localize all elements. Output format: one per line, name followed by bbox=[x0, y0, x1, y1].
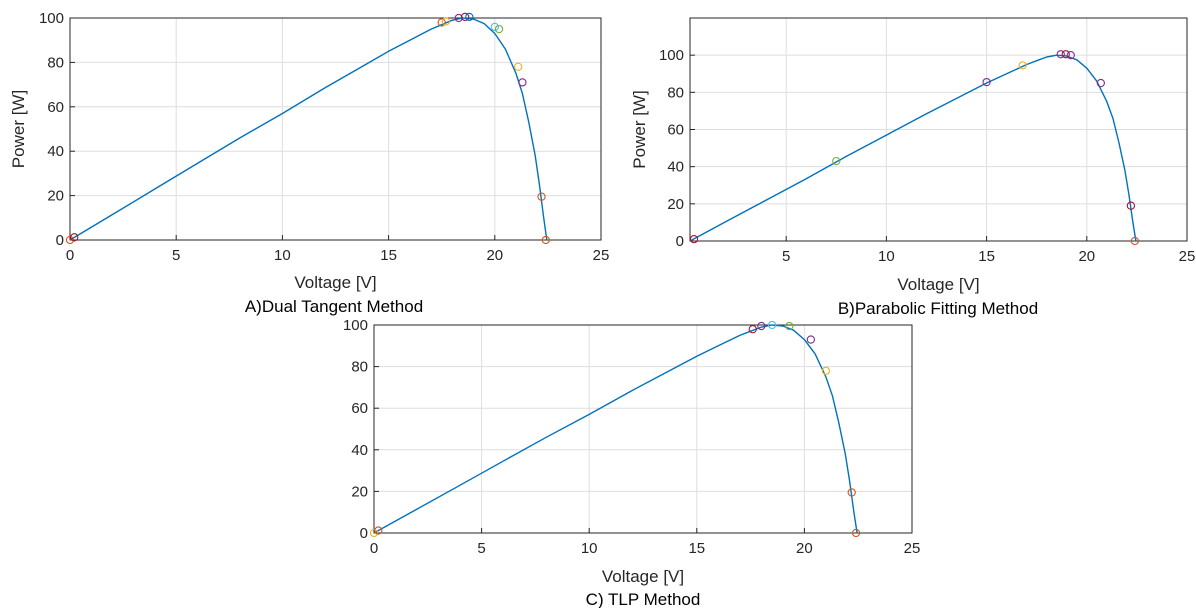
x-tick-label: 25 bbox=[1179, 248, 1196, 265]
data-marker bbox=[851, 528, 861, 538]
y-tick-label: 0 bbox=[676, 233, 684, 250]
panel-caption: A)Dual Tangent Method bbox=[245, 297, 423, 316]
x-tick-label: 5 bbox=[172, 247, 180, 264]
axes-box bbox=[373, 324, 913, 534]
data-marker bbox=[1126, 201, 1136, 210]
data-marker bbox=[490, 22, 499, 32]
x-tick-label: 25 bbox=[593, 247, 610, 264]
plot-area bbox=[70, 18, 601, 240]
data-marker bbox=[689, 234, 699, 244]
x-tick-label: 0 bbox=[66, 247, 74, 264]
data-marker bbox=[494, 24, 504, 34]
x-tick-label: 10 bbox=[274, 247, 291, 264]
y-tick-label: 0 bbox=[360, 525, 368, 542]
data-marker bbox=[821, 366, 831, 375]
y-tick-label: 80 bbox=[47, 54, 64, 71]
data-marker bbox=[460, 12, 470, 22]
data-marker bbox=[537, 192, 546, 201]
y-tick-label: 80 bbox=[351, 359, 368, 376]
data-marker bbox=[514, 62, 523, 71]
panel-caption: C) TLP Method bbox=[586, 590, 701, 608]
x-tick-label: 15 bbox=[978, 248, 995, 265]
x-axis-label: Voltage [V] bbox=[897, 275, 979, 294]
data-marker bbox=[806, 335, 816, 344]
x-tick-label: 0 bbox=[370, 540, 378, 557]
y-tick-label: 80 bbox=[667, 84, 684, 101]
chart-panel-c: 0 5 10 15 20 25 0 20 40 60 80 100 Voltage [V] C) TLP … bbox=[343, 317, 920, 608]
data-marker bbox=[374, 526, 383, 535]
y-tick-label: 100 bbox=[659, 47, 684, 64]
x-tick-label: 15 bbox=[380, 247, 397, 264]
data-marker bbox=[437, 18, 446, 27]
data-marker bbox=[70, 233, 79, 242]
y-axis-label: Power [W] bbox=[630, 90, 649, 168]
data-marker bbox=[65, 235, 75, 245]
data-marker bbox=[1056, 50, 1065, 59]
y-tick-label: 40 bbox=[47, 143, 64, 160]
x-tick-label: 15 bbox=[688, 540, 705, 557]
y-tick-label: 60 bbox=[667, 122, 684, 139]
y-tick-label: 60 bbox=[351, 400, 368, 417]
data-marker bbox=[832, 156, 841, 166]
data-marker bbox=[1061, 50, 1070, 59]
power-curve-line bbox=[373, 324, 858, 534]
y-tick-label: 40 bbox=[667, 159, 684, 176]
y-tick-label: 0 bbox=[56, 232, 64, 249]
x-tick-label: 5 bbox=[782, 248, 790, 265]
y-tick-label: 40 bbox=[351, 442, 368, 459]
power-curve-line bbox=[69, 17, 548, 241]
data-marker bbox=[441, 17, 451, 26]
data-marker bbox=[518, 78, 527, 87]
x-tick-label: 10 bbox=[878, 248, 895, 265]
data-marker bbox=[1018, 61, 1027, 70]
y-tick-label: 100 bbox=[343, 317, 368, 334]
x-tick-label: 20 bbox=[796, 540, 813, 557]
power-curve-line bbox=[689, 54, 1137, 242]
data-marker bbox=[982, 77, 991, 87]
x-tick-label: 20 bbox=[1078, 248, 1095, 265]
plot-area bbox=[374, 325, 912, 533]
data-marker bbox=[1066, 51, 1075, 60]
data-marker bbox=[454, 13, 463, 23]
data-marker bbox=[785, 321, 794, 331]
axes-box bbox=[69, 17, 602, 241]
x-tick-label: 25 bbox=[904, 540, 921, 557]
data-marker bbox=[465, 12, 474, 22]
y-tick-label: 20 bbox=[667, 196, 684, 213]
data-marker bbox=[767, 320, 777, 330]
y-tick-label: 60 bbox=[47, 99, 64, 116]
x-axis-label: Voltage [V] bbox=[602, 567, 684, 586]
data-marker bbox=[369, 528, 379, 538]
data-marker bbox=[748, 325, 757, 334]
x-tick-label: 10 bbox=[581, 540, 598, 557]
chart-panel-a: 0 5 10 15 20 25 0 20 40 60 80 100 Voltage [V] Power [… bbox=[9, 10, 609, 316]
x-tick-label: 20 bbox=[486, 247, 503, 264]
y-tick-label: 20 bbox=[351, 483, 368, 500]
data-marker bbox=[1096, 78, 1105, 88]
y-tick-label: 100 bbox=[39, 10, 64, 27]
x-tick-label: 5 bbox=[477, 540, 485, 557]
y-tick-label: 20 bbox=[47, 188, 64, 205]
chart-panel-b: 5 10 15 20 25 0 20 40 60 80 100 Voltage [V] Power [W… bbox=[630, 17, 1196, 318]
data-marker bbox=[757, 321, 766, 331]
y-axis-label: Power [W] bbox=[9, 90, 28, 168]
panel-caption: B)Parabolic Fitting Method bbox=[838, 299, 1038, 318]
x-axis-label: Voltage [V] bbox=[294, 273, 376, 292]
data-marker bbox=[847, 488, 856, 497]
data-marker bbox=[1130, 236, 1140, 246]
axes-box bbox=[689, 17, 1188, 242]
data-marker bbox=[541, 235, 550, 245]
